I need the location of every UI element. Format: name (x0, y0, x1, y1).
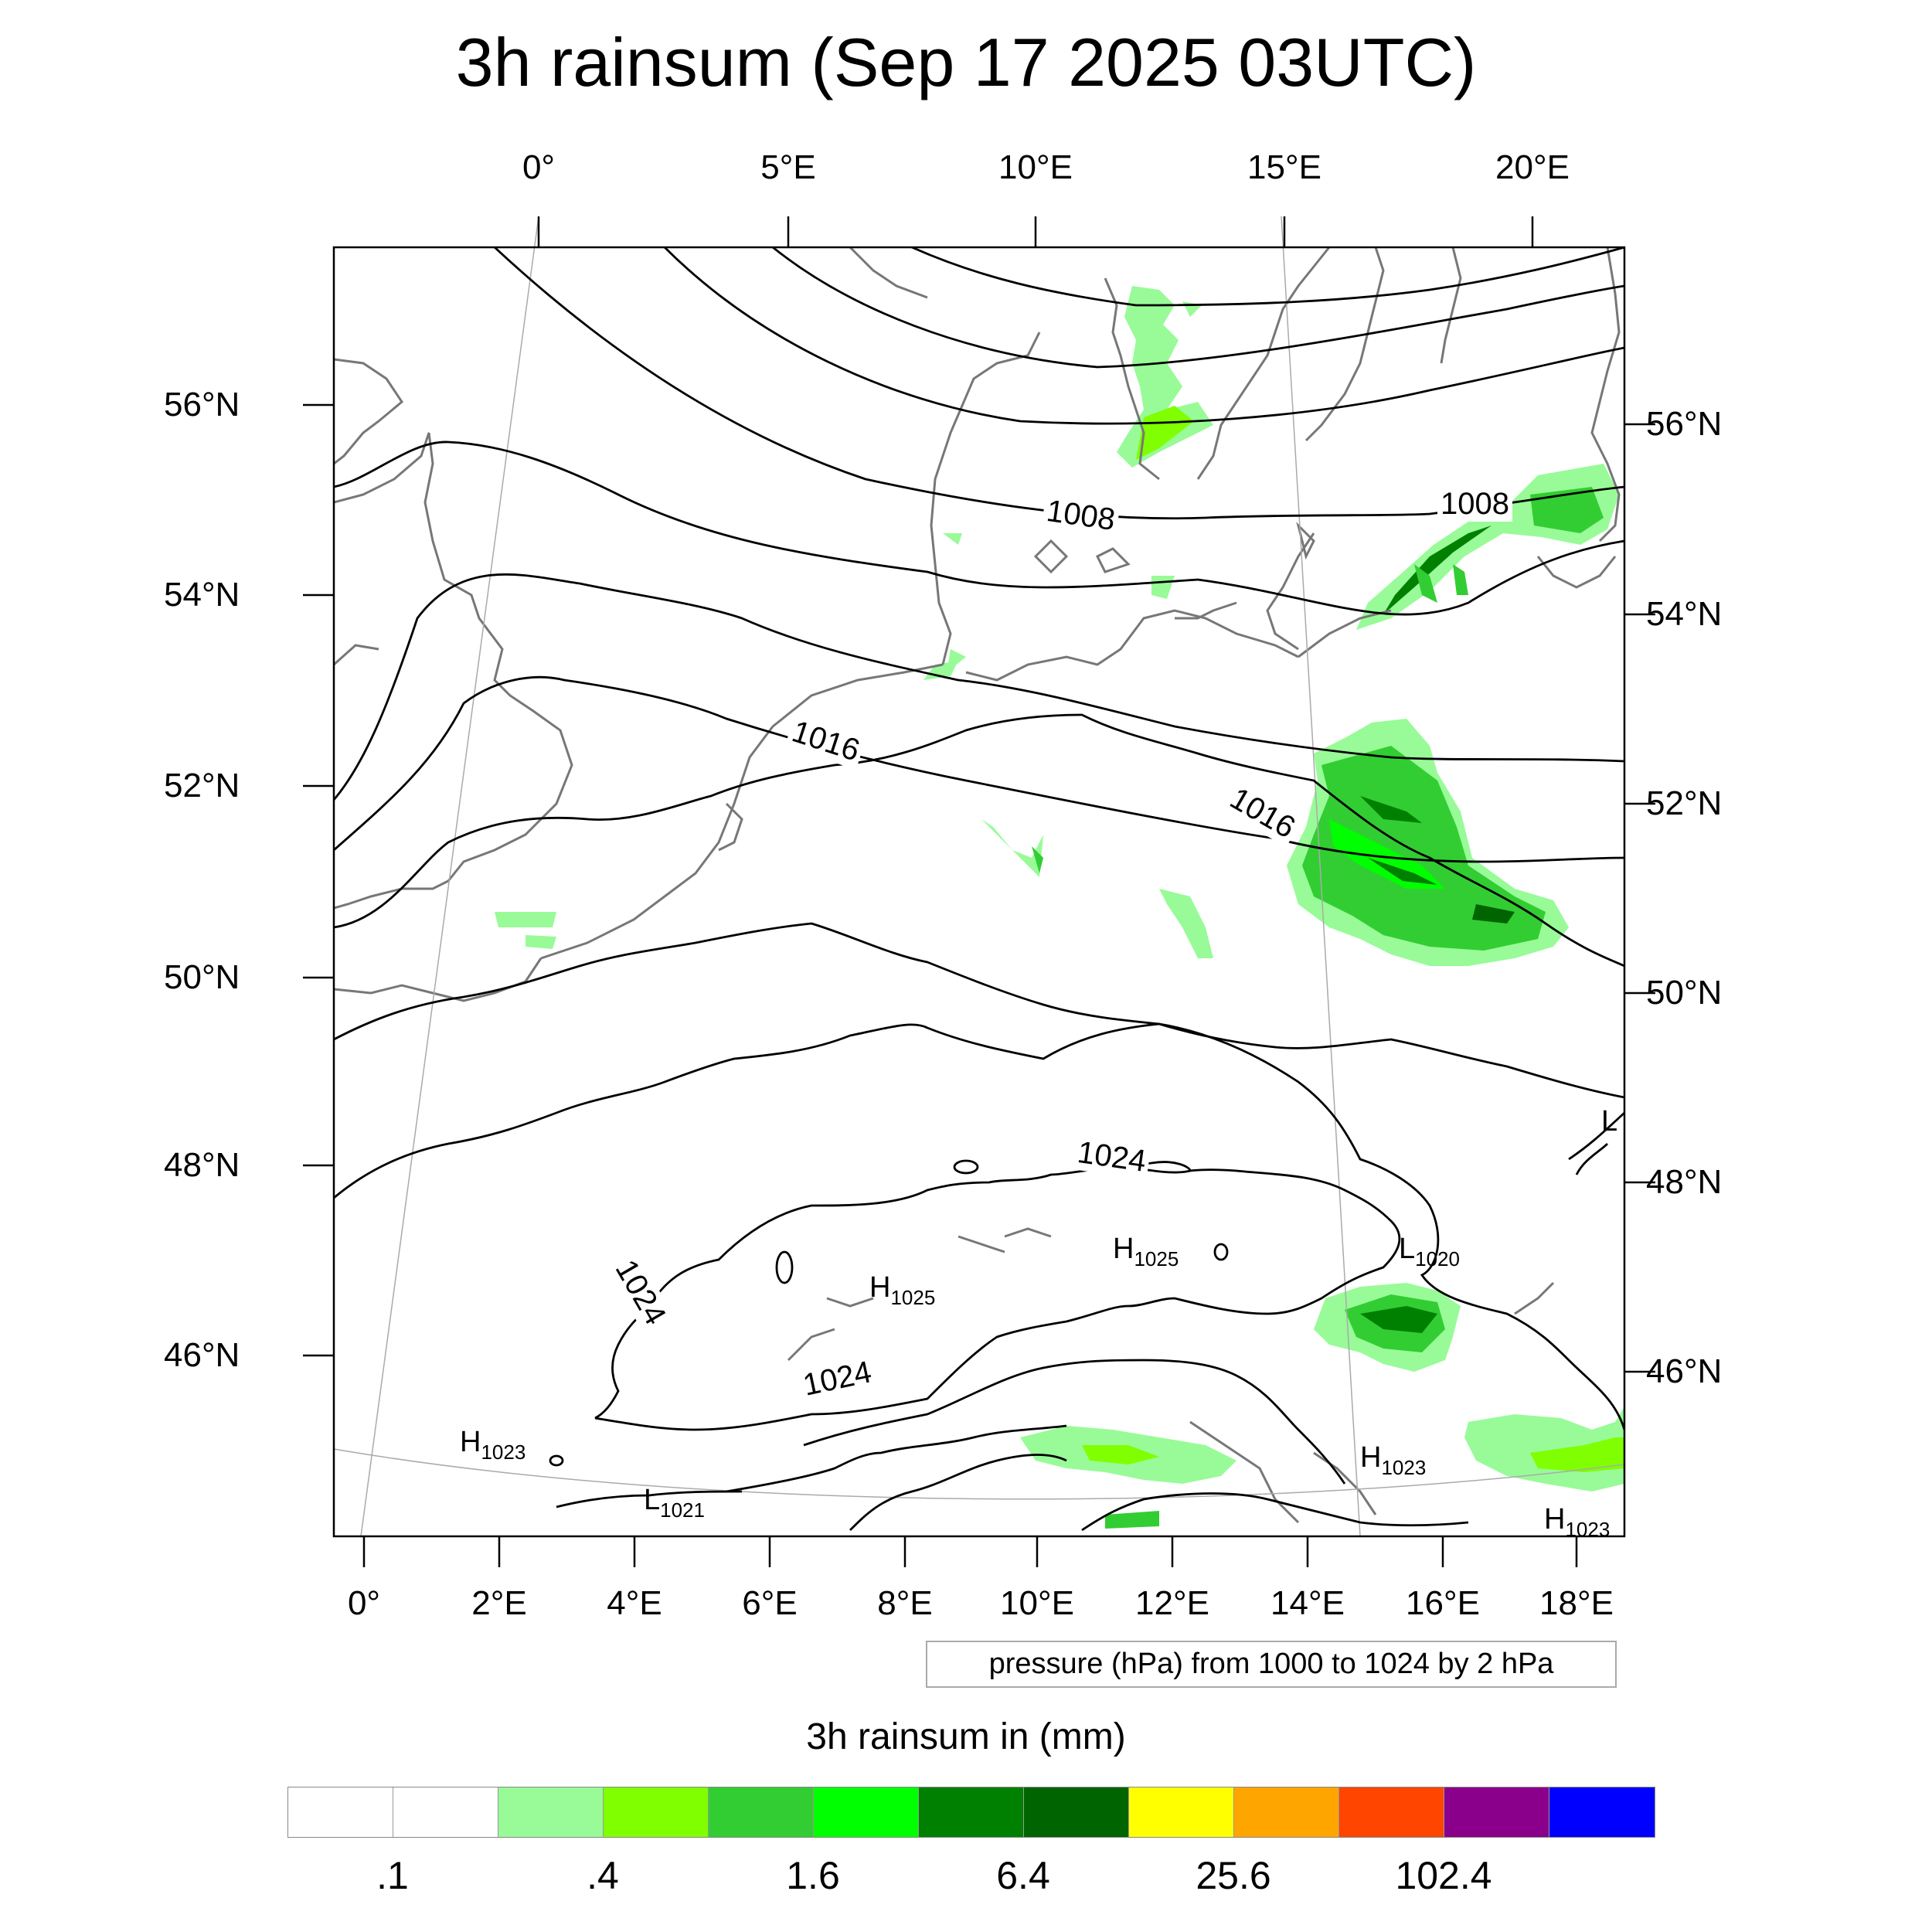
right-lat-label: 54°N (1646, 595, 1723, 633)
colorbar-title: 3h rainsum in (mm) (806, 1716, 1126, 1757)
graticule (333, 216, 1625, 1537)
top-lon-label: 5°E (760, 148, 816, 186)
left-lat-label: 56°N (164, 386, 240, 423)
right-lat-label: 48°N (1646, 1163, 1723, 1201)
pressure-center-high: H1025 (869, 1271, 936, 1309)
right-lat-label: 52°N (1646, 784, 1723, 822)
colorbar-tick-label: 25.6 (1196, 1854, 1271, 1897)
bottom-lon-label: 18°E (1539, 1584, 1614, 1622)
colorbar-tick-label: .1 (376, 1854, 409, 1897)
top-lon-label: 20°E (1495, 148, 1570, 186)
colorbar-box (1339, 1787, 1444, 1837)
rain-area-baltic-north (1117, 286, 1213, 468)
colorbar-tick-label: .4 (587, 1854, 619, 1897)
pressure-center-high: H1023 (1544, 1503, 1611, 1541)
top-lon-label: 15°E (1247, 148, 1321, 186)
right-lat-label: 56°N (1646, 405, 1723, 443)
colorbar-tick-label: 6.4 (996, 1854, 1050, 1897)
colorbar-box (393, 1787, 498, 1837)
coastlines (334, 247, 1621, 1524)
colorbar-box (814, 1787, 919, 1837)
pressure-center-high: H1023 (460, 1426, 526, 1464)
colorbar-tick-label: 102.4 (1395, 1854, 1492, 1897)
colorbar-box (1024, 1787, 1129, 1837)
right-lat-label: 50°N (1646, 974, 1723, 1012)
colorbar (287, 1787, 1655, 1838)
pressure-center-high: H1025 (1113, 1233, 1179, 1270)
bottom-lon-label: 12°E (1135, 1584, 1209, 1622)
bottom-lon-label: 14°E (1270, 1584, 1345, 1622)
map-frame (332, 246, 1626, 1538)
left-lat-label: 46°N (164, 1336, 240, 1374)
pressure-center-low: L (1601, 1105, 1618, 1138)
left-lat-label: 50°N (164, 958, 240, 996)
colorbar-box (288, 1787, 393, 1837)
colorbar-box (1549, 1787, 1655, 1837)
contour-label-1008: 1008 (1437, 487, 1512, 522)
colorbar-box (1129, 1787, 1234, 1837)
colorbar-box (498, 1787, 604, 1837)
bottom-lon-label: 4°E (607, 1584, 662, 1622)
map-title: 3h rainsum (Sep 17 2025 03UTC) (455, 24, 1477, 100)
colorbar-box (604, 1787, 709, 1837)
colorbar-box (1234, 1787, 1339, 1837)
top-lon-label: 0° (522, 148, 556, 186)
contour-info-box: pressure (hPa) from 1000 to 1024 by 2 hP… (926, 1641, 1617, 1688)
pressure-center-low: L1021 (644, 1484, 705, 1522)
bottom-lon-label: 0° (347, 1584, 381, 1622)
left-lat-label: 48°N (164, 1146, 240, 1184)
pressure-center-high: H1023 (1360, 1441, 1427, 1479)
left-lat-label: 54°N (164, 576, 240, 614)
top-lon-label: 10°E (998, 148, 1073, 186)
rain-area-south (1020, 1283, 1624, 1529)
bottom-lon-label: 10°E (1000, 1584, 1074, 1622)
rain-area-central (1287, 719, 1569, 966)
rain-area-baltic-east (1356, 464, 1619, 630)
bottom-lon-label: 8°E (877, 1584, 933, 1622)
colorbar-tick-label: 1.6 (786, 1854, 840, 1897)
colorbar-box (1444, 1787, 1549, 1837)
rain-areas (495, 286, 1624, 1529)
colorbar-box (709, 1787, 814, 1837)
colorbar-box (919, 1787, 1024, 1837)
left-lat-label: 52°N (164, 767, 240, 804)
right-lat-label: 46°N (1646, 1352, 1723, 1390)
tick-marks (303, 216, 1655, 1567)
pressure-center-low: L1020 (1399, 1233, 1460, 1270)
bottom-lon-label: 2°E (471, 1584, 527, 1622)
bottom-lon-label: 16°E (1406, 1584, 1480, 1622)
bottom-lon-label: 6°E (742, 1584, 798, 1622)
